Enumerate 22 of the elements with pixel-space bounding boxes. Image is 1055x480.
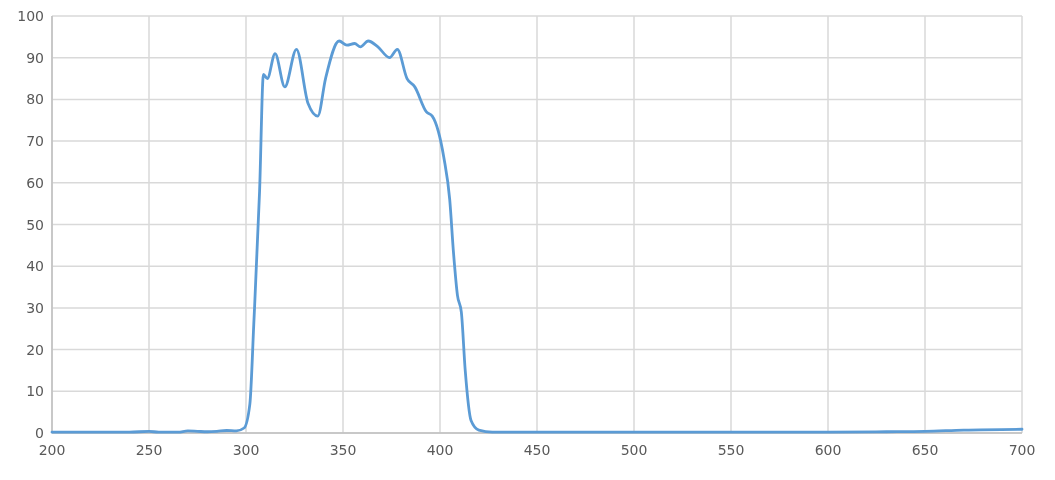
x-tick-label: 550 [717, 442, 745, 458]
y-tick-label: 90 [26, 49, 44, 66]
x-tick-label: 650 [911, 442, 939, 458]
y-tick-label: 30 [26, 299, 44, 316]
x-tick-label: 350 [329, 442, 357, 458]
y-tick-label: 80 [26, 91, 44, 108]
y-tick-label: 70 [26, 133, 44, 150]
y-tick-label: 40 [26, 258, 44, 275]
y-tick-label: 100 [17, 8, 44, 24]
x-tick-label: 500 [620, 442, 648, 458]
x-tick-label: 250 [135, 442, 163, 458]
y-tick-label: 10 [26, 383, 44, 400]
x-tick-label: 400 [426, 442, 454, 458]
y-tick-label: 0 [35, 425, 44, 441]
y-tick-label: 50 [26, 216, 44, 233]
x-tick-label: 300 [232, 442, 260, 458]
x-tick-label: 600 [814, 442, 842, 458]
x-tick-label: 200 [38, 442, 66, 458]
y-tick-label: 60 [26, 174, 44, 191]
x-tick-label: 450 [523, 442, 551, 458]
x-tick-label: 700 [1008, 442, 1036, 458]
y-tick-label: 20 [26, 341, 44, 358]
